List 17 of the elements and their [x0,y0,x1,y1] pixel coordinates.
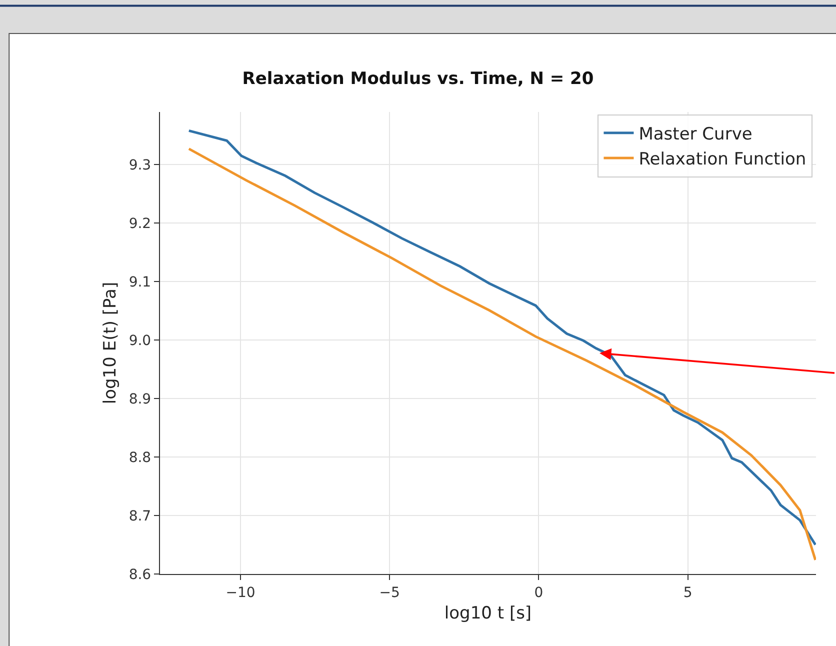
chart-title: Relaxation Modulus vs. Time, N = 20 [242,68,594,89]
x-tick-label: 5 [683,584,692,601]
x-tick-label: −5 [379,584,400,601]
y-tick-label: 9.0 [128,332,152,349]
y-axis-title: log10 E(t) [Pa] [100,282,120,404]
x-axis-title: log10 t [s] [444,603,532,624]
y-tick-label: 8.6 [128,566,152,583]
y-tick-label: 8.7 [128,508,152,524]
y-tick-label: 8.9 [128,391,152,408]
x-tick-label: 0 [534,584,544,601]
y-tick-label: 9.3 [128,158,152,174]
legend-label: Master Curve [638,124,752,144]
y-tick-label: 9.1 [128,274,152,290]
y-tick-label: 8.8 [128,450,152,466]
x-tick-label: −10 [226,584,256,601]
y-tick-label: 9.2 [128,216,152,232]
legend-label: Relaxation Function [638,150,806,170]
